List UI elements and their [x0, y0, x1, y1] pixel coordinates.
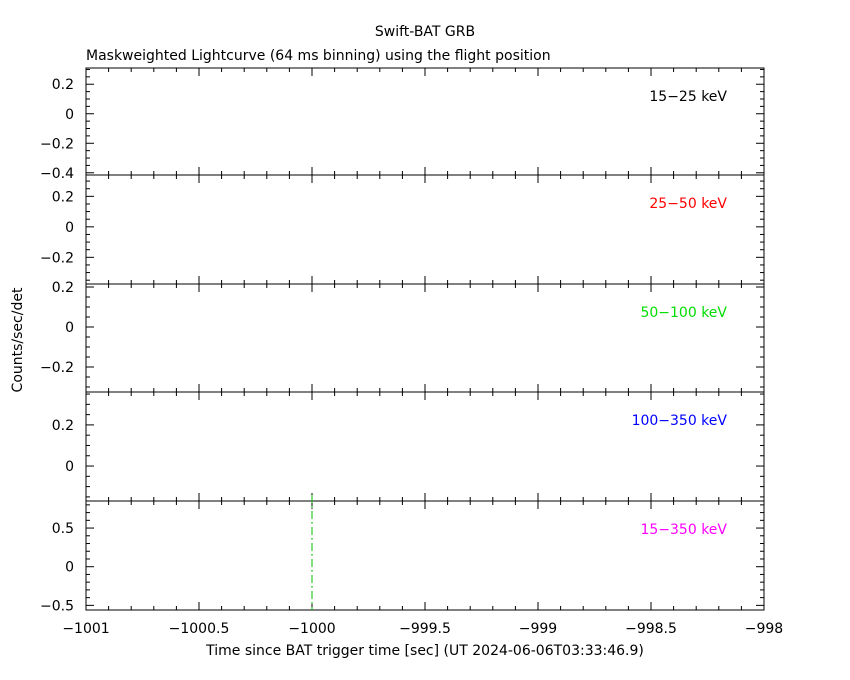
y-tick-label: 0.2: [52, 77, 74, 93]
y-tick-label: 0: [65, 459, 74, 475]
y-tick-label: 0: [65, 320, 74, 336]
band-label-4: 100−350 keV: [632, 413, 728, 429]
y-tick-label: −0.2: [40, 250, 74, 266]
x-tick-label: −999.5: [399, 621, 451, 637]
chart-title: Swift-BAT GRB: [375, 24, 475, 40]
band-label-3: 50−100 keV: [640, 305, 727, 321]
x-axis-label: Time since BAT trigger time [sec] (UT 20…: [205, 643, 644, 659]
panel-frame-5: [85, 500, 765, 611]
panels-group: 0.2 0 −0.2 −0.4 15−25 keV 0.2 0 −0.2 25−50 keV 0.…: [40, 67, 783, 637]
y-tick-label: 0.2: [52, 280, 74, 296]
band-label-2: 25−50 keV: [649, 196, 727, 212]
chart-subtitle: Maskweighted Lightcurve (64 ms binning) …: [86, 48, 551, 64]
band-label-5: 15−350 keV: [640, 522, 727, 538]
x-tick-label: −998: [745, 621, 783, 637]
x-tick-label: −1000.5: [169, 621, 230, 637]
panel-frame-4: [85, 391, 765, 502]
y-tick-label: −0.2: [40, 360, 74, 376]
y-tick-label: 0.2: [52, 189, 74, 205]
y-tick-label: 0.5: [52, 521, 74, 537]
y-tick-label: 0.2: [52, 418, 74, 434]
y-tick-label: −0.4: [40, 166, 74, 182]
x-tick-label: −999: [519, 621, 557, 637]
y-tick-label: −0.2: [40, 136, 74, 152]
y-axis-label: Counts/sec/det: [10, 287, 26, 392]
x-tick-label: −1000: [288, 621, 335, 637]
panel-frame-3: [85, 283, 765, 393]
band-label-1: 15−25 keV: [649, 89, 727, 105]
x-tick-label: −1001: [62, 621, 109, 637]
x-tick-label: −998.5: [625, 621, 677, 637]
y-tick-label: 0: [65, 560, 74, 576]
panel-frame-1: [85, 67, 765, 176]
panel-frame-2: [85, 174, 765, 285]
y-tick-label: 0: [65, 107, 74, 123]
y-tick-label: 0: [65, 220, 74, 236]
y-tick-label: −0.5: [40, 598, 74, 614]
